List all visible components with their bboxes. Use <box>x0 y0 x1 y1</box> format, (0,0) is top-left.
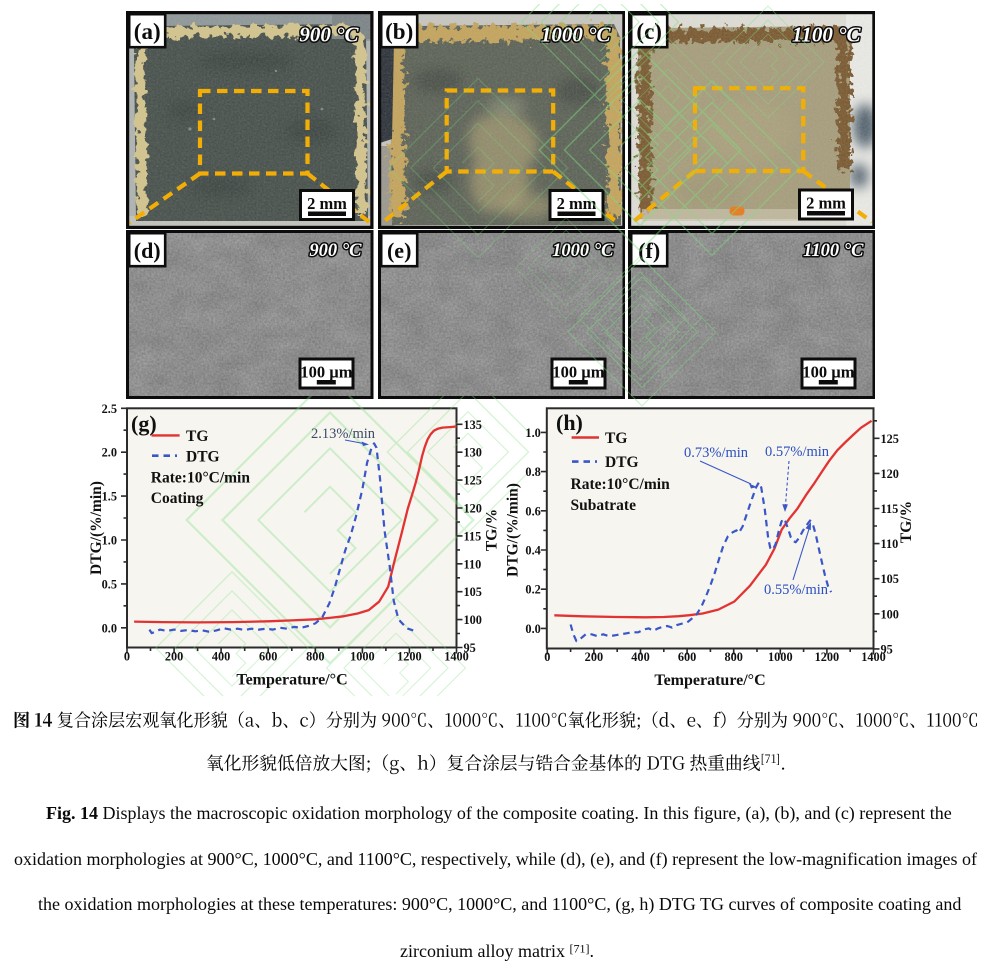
svg-text:1000 °C: 1000 °C <box>552 241 614 261</box>
svg-text:DTG/(%/min): DTG/(%/min) <box>88 481 105 575</box>
svg-text:125: 125 <box>881 432 899 446</box>
svg-text:Coating: Coating <box>151 490 204 507</box>
svg-text:110: 110 <box>881 537 899 551</box>
svg-text:1000: 1000 <box>768 650 793 664</box>
svg-text:0.2: 0.2 <box>525 583 540 597</box>
svg-text:1200: 1200 <box>815 650 840 664</box>
svg-text:0.4: 0.4 <box>525 544 540 558</box>
svg-text:0: 0 <box>544 650 550 664</box>
svg-text:0.8: 0.8 <box>525 465 540 479</box>
svg-text:Rate:10°C/min: Rate:10°C/min <box>151 469 251 486</box>
svg-text:DTG/(%/min): DTG/(%/min) <box>505 483 522 577</box>
svg-text:0.6: 0.6 <box>525 504 540 518</box>
svg-text:120: 120 <box>464 502 482 516</box>
svg-text:100: 100 <box>464 613 482 627</box>
svg-text:125: 125 <box>464 474 482 488</box>
svg-text:100 µm: 100 µm <box>802 362 854 381</box>
svg-text:1200: 1200 <box>397 650 422 664</box>
svg-text:2.5: 2.5 <box>102 402 117 416</box>
svg-text:900 °C: 900 °C <box>309 241 362 261</box>
svg-text:Temperature/°C: Temperature/°C <box>236 672 347 689</box>
svg-text:Temperature/°C: Temperature/°C <box>654 672 765 689</box>
svg-text:95: 95 <box>464 641 476 655</box>
svg-text:0.55%/min: 0.55%/min <box>764 582 829 598</box>
svg-text:130: 130 <box>464 446 482 460</box>
svg-text:800: 800 <box>724 650 742 664</box>
svg-text:100: 100 <box>881 607 899 621</box>
svg-text:TG: TG <box>186 428 208 445</box>
svg-text:2.0: 2.0 <box>102 446 117 460</box>
svg-text:600: 600 <box>259 650 277 664</box>
svg-text:(g): (g) <box>131 411 157 436</box>
svg-text:1400: 1400 <box>861 650 886 664</box>
svg-text:200: 200 <box>165 650 183 664</box>
svg-text:DTG: DTG <box>186 449 220 466</box>
svg-text:100 µm: 100 µm <box>552 362 604 381</box>
svg-text:0.57%/min: 0.57%/min <box>765 444 830 460</box>
svg-text:120: 120 <box>881 467 899 481</box>
svg-text:900 °C: 900 °C <box>299 22 359 46</box>
svg-text:400: 400 <box>212 650 230 664</box>
svg-text:0.73%/min: 0.73%/min <box>684 445 749 461</box>
svg-text:115: 115 <box>464 529 482 543</box>
svg-text:Rate:10°C/min: Rate:10°C/min <box>571 476 671 493</box>
svg-text:105: 105 <box>881 572 899 586</box>
svg-text:1000: 1000 <box>350 650 375 664</box>
svg-text:100 µm: 100 µm <box>300 362 352 381</box>
svg-text:0: 0 <box>124 650 130 664</box>
svg-text:1.0: 1.0 <box>102 534 117 548</box>
svg-text:1400: 1400 <box>444 650 469 664</box>
svg-text:(f): (f) <box>638 238 660 263</box>
svg-text:TG/%: TG/% <box>898 501 915 543</box>
svg-text:400: 400 <box>631 650 649 664</box>
svg-text:Subatrate: Subatrate <box>571 497 637 514</box>
svg-text:(e): (e) <box>387 238 411 263</box>
svg-text:2.13%/min: 2.13%/min <box>311 426 376 442</box>
svg-text:0.0: 0.0 <box>102 621 117 635</box>
svg-text:2 mm: 2 mm <box>806 193 846 212</box>
svg-text:200: 200 <box>585 650 603 664</box>
svg-text:(d): (d) <box>134 238 161 263</box>
svg-text:135: 135 <box>464 418 482 432</box>
svg-text:(h): (h) <box>556 410 583 435</box>
svg-text:1100 °C: 1100 °C <box>792 22 861 46</box>
svg-text:0.0: 0.0 <box>525 622 540 636</box>
svg-text:600: 600 <box>678 650 696 664</box>
svg-text:1.5: 1.5 <box>102 490 117 504</box>
svg-text:(b): (b) <box>385 19 413 44</box>
svg-text:1000 °C: 1000 °C <box>541 22 612 46</box>
svg-text:800: 800 <box>306 650 324 664</box>
svg-text:110: 110 <box>464 557 482 571</box>
svg-text:95: 95 <box>881 642 893 656</box>
svg-text:105: 105 <box>464 585 482 599</box>
svg-text:TG/%: TG/% <box>484 509 501 551</box>
svg-text:1100 °C: 1100 °C <box>803 241 864 261</box>
svg-text:0.5: 0.5 <box>102 577 117 591</box>
svg-text:DTG: DTG <box>605 454 639 471</box>
svg-text:TG: TG <box>605 430 627 447</box>
svg-text:1.0: 1.0 <box>525 426 540 440</box>
svg-text:115: 115 <box>881 502 899 516</box>
svg-text:(a): (a) <box>134 19 161 44</box>
svg-text:2 mm: 2 mm <box>307 194 347 213</box>
